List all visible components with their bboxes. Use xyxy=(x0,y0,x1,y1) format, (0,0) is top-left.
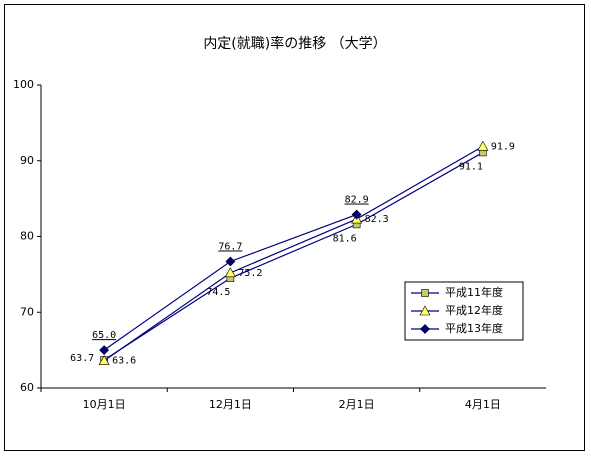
data-label: 74.5 xyxy=(206,287,230,298)
data-label: 82.9 xyxy=(345,195,369,206)
data-label: 65.0 xyxy=(92,330,116,341)
y-tick-label: 100 xyxy=(13,78,34,91)
legend-marker xyxy=(420,324,430,334)
point-marker xyxy=(98,355,110,366)
x-tick-label: 10月1日 xyxy=(83,398,126,411)
chart-frame xyxy=(4,4,585,451)
data-label: 91.9 xyxy=(491,141,515,152)
point-marker xyxy=(99,345,110,356)
legend-marker xyxy=(421,289,429,297)
data-label: 91.1 xyxy=(459,161,483,172)
x-tick-label: 4月1日 xyxy=(465,398,501,411)
data-label: 63.7 xyxy=(70,353,94,364)
point-marker xyxy=(225,256,236,267)
chart-title: 内定(就職)率の推移 （大学） xyxy=(203,35,386,52)
x-tick-label: 12月1日 xyxy=(209,398,252,411)
data-label: 76.7 xyxy=(218,241,242,252)
data-label: 75.2 xyxy=(238,268,262,279)
point-marker xyxy=(477,140,489,151)
data-label: 81.6 xyxy=(333,233,357,244)
legend-label: 平成11年度 xyxy=(445,285,503,299)
y-tick-label: 70 xyxy=(20,305,34,318)
series-line xyxy=(103,145,484,362)
point-marker xyxy=(351,209,362,220)
legend-marker xyxy=(419,305,431,316)
y-tick-label: 60 xyxy=(20,381,34,394)
y-tick-label: 90 xyxy=(20,154,34,167)
legend-label: 平成13年度 xyxy=(445,321,503,335)
point-marker xyxy=(224,267,236,278)
data-label: 82.3 xyxy=(365,214,389,225)
data-label: 63.6 xyxy=(112,356,136,367)
x-tick-label: 2月1日 xyxy=(339,398,375,411)
legend-label: 平成12年度 xyxy=(445,303,503,317)
y-tick-label: 80 xyxy=(20,230,34,243)
series-line xyxy=(103,151,484,361)
